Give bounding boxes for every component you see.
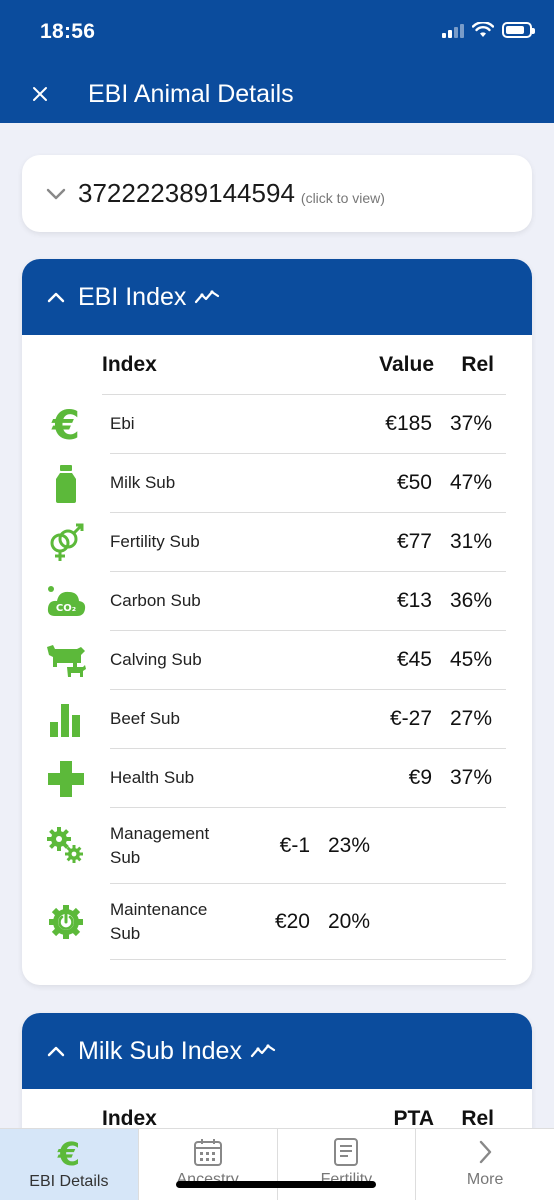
maintenance-icon <box>22 904 110 940</box>
euro-icon: € <box>57 1137 80 1169</box>
row-value: €77 <box>396 530 432 553</box>
column-rel: Rel <box>461 1106 494 1130</box>
column-value: Value <box>379 352 434 376</box>
ebi-index-header[interactable]: EBI Index <box>22 259 532 335</box>
row-value: €-27 <box>389 707 432 730</box>
status-time: 18:56 <box>40 20 96 43</box>
health-cross-icon <box>22 760 110 798</box>
table-row: Maintenance Sub €20 20% <box>22 884 532 960</box>
row-name: Fertility Sub <box>110 532 200 551</box>
euro-icon: € <box>22 405 110 445</box>
table-row: Calving Sub €45 45% <box>22 631 532 690</box>
row-name: Management Sub <box>110 823 210 867</box>
trend-icon[interactable] <box>250 1042 276 1060</box>
row-value: €45 <box>396 648 432 671</box>
svg-text:€: € <box>51 405 80 445</box>
table-row: Fertility Sub €77 31% <box>22 513 532 572</box>
row-value: €13 <box>396 589 432 612</box>
column-pta: PTA <box>393 1106 434 1130</box>
row-name: Calving Sub <box>110 650 202 669</box>
row-rel: 20% <box>327 909 370 933</box>
chevron-right-icon <box>479 1140 492 1164</box>
bar-chart-icon <box>22 702 110 738</box>
bottom-tab-bar: € EBI Details Ancestry Fertility More <box>0 1128 554 1200</box>
animal-id-hint: (click to view) <box>300 189 385 206</box>
table-row: Milk Sub €50 47% <box>22 454 532 513</box>
animal-id: 372222389144594 <box>78 178 295 208</box>
tab-label: EBI Details <box>29 1173 109 1190</box>
calendar-icon <box>193 1139 222 1166</box>
section-title: EBI Index <box>78 282 187 311</box>
signal-icon <box>442 22 464 38</box>
row-rel: 27% <box>449 707 492 730</box>
row-value: €50 <box>396 471 432 494</box>
row-name: Beef Sub <box>110 709 180 728</box>
row-name: Milk Sub <box>110 473 176 492</box>
table-header: Index Value Rel <box>102 335 506 395</box>
row-name: Health Sub <box>110 768 195 787</box>
app-header: 18:56 EBI Animal Details <box>0 0 554 123</box>
close-icon <box>33 87 47 101</box>
row-name: Maintenance Sub <box>110 899 208 943</box>
row-name: Ebi <box>110 414 135 433</box>
row-rel: 36% <box>449 589 492 612</box>
row-value: €185 <box>385 412 432 435</box>
row-rel: 37% <box>449 766 492 789</box>
table-row: Beef Sub €-27 27% <box>22 690 532 749</box>
table-row: Health Sub €9 37% <box>22 749 532 808</box>
chevron-up-icon <box>47 1046 65 1057</box>
table-row: CO₂ Carbon Sub €13 36% <box>22 572 532 631</box>
chevron-up-icon <box>47 292 65 303</box>
section-title: Milk Sub Index <box>78 1036 242 1065</box>
column-rel: Rel <box>461 352 494 376</box>
row-value: €20 <box>274 909 310 933</box>
cow-calf-icon <box>22 643 110 679</box>
tab-fertility[interactable]: Fertility <box>278 1129 417 1200</box>
milk-bottle-icon <box>22 464 110 504</box>
co2-cloud-icon: CO₂ <box>22 584 110 620</box>
wifi-icon <box>472 22 494 37</box>
page-title: EBI Animal Details <box>88 80 294 108</box>
table-header: Index PTA Rel <box>102 1089 506 1149</box>
ebi-index-section: EBI Index Index Value Rel € Ebi €185 37%… <box>22 259 532 985</box>
row-name: Carbon Sub <box>110 591 201 610</box>
close-button[interactable] <box>26 80 54 108</box>
gender-icon <box>22 523 110 563</box>
row-rel: 37% <box>449 412 492 435</box>
table-row: € Ebi €185 37% <box>22 395 532 454</box>
milk-sub-index-header[interactable]: Milk Sub Index <box>22 1013 532 1089</box>
tab-ebi-details[interactable]: € EBI Details <box>0 1129 139 1200</box>
chevron-down-icon <box>46 187 66 201</box>
document-icon <box>334 1138 359 1166</box>
column-index: Index <box>102 352 157 376</box>
row-value: €-1 <box>279 833 310 857</box>
battery-icon <box>502 22 535 38</box>
gears-icon <box>22 826 110 866</box>
tab-label: More <box>466 1171 504 1188</box>
row-rel: 23% <box>327 833 370 857</box>
svg-text:€: € <box>57 1137 80 1169</box>
trend-icon[interactable] <box>194 288 220 306</box>
row-rel: 47% <box>449 471 492 494</box>
status-icons <box>442 22 535 38</box>
animal-id-card[interactable]: 372222389144594 (click to view) <box>22 155 532 232</box>
home-indicator <box>176 1181 376 1188</box>
column-index: Index <box>102 1106 157 1130</box>
row-value: €9 <box>408 766 432 789</box>
tab-more[interactable]: More <box>416 1129 554 1200</box>
table-row: Management Sub €-1 23% <box>22 808 532 884</box>
row-rel: 31% <box>449 530 492 553</box>
tab-ancestry[interactable]: Ancestry <box>139 1129 278 1200</box>
svg-text:CO₂: CO₂ <box>56 603 76 614</box>
row-rel: 45% <box>449 648 492 671</box>
